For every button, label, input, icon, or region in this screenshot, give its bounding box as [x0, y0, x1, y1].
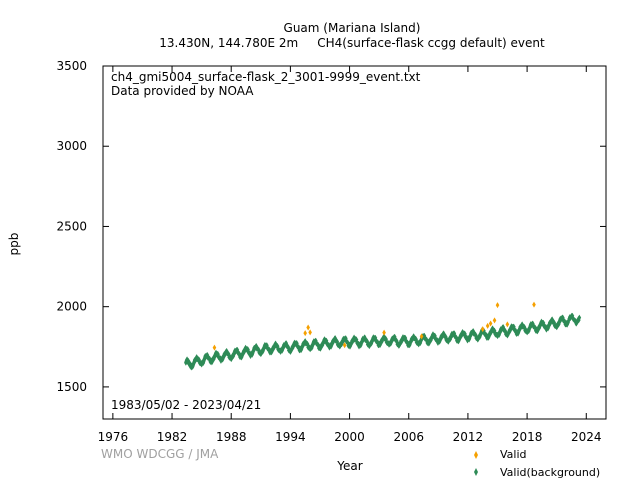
x-tick-label: 2012 [453, 430, 484, 444]
y-tick-label: 1500 [56, 380, 87, 394]
y-axis: 1500 2000 2500 3000 3500 [56, 59, 606, 394]
legend-background-label: Valid(background) [500, 466, 600, 479]
background-point [501, 324, 506, 331]
background-point [324, 337, 329, 344]
x-tick-label: 1982 [157, 430, 188, 444]
x-axis: 1976 1982 1988 1994 2000 2006 2012 2018 2024 [98, 66, 602, 444]
chart-subtitle: 13.430N, 144.780E 2m CH4(surface-flask c… [159, 36, 545, 50]
y-axis-label: ppb [7, 233, 21, 256]
y-tick-label: 2500 [56, 219, 87, 233]
valid-point [419, 333, 424, 340]
valid-point [492, 317, 497, 324]
valid-point [382, 329, 386, 336]
valid-point [532, 301, 536, 308]
background-point [514, 328, 518, 335]
file-name-note: ch4_gmi5004_surface-flask_2_3001-9999_ev… [111, 70, 421, 84]
background-point [314, 337, 318, 344]
valid-point [342, 342, 347, 349]
background-point [235, 346, 240, 353]
x-tick-label: 2000 [334, 430, 365, 444]
x-axis-label: Year [336, 459, 362, 473]
valid-point [212, 344, 217, 351]
background-point [452, 330, 457, 337]
background-point [443, 333, 448, 340]
x-tick-label: 1994 [275, 430, 306, 444]
valid-point [505, 321, 510, 328]
background-point [216, 351, 220, 358]
valid-point [480, 326, 485, 333]
background-point [256, 346, 261, 353]
background-point [344, 335, 348, 342]
legend: Valid Valid(background) [474, 448, 600, 479]
background-point [275, 343, 280, 350]
background-point [552, 319, 557, 326]
plot-frame [102, 65, 607, 420]
background-point [376, 339, 380, 346]
y-tick-label: 3000 [56, 139, 87, 153]
legend-valid-label: Valid [500, 448, 527, 461]
x-tick-label: 2024 [571, 430, 602, 444]
x-tick-label: 1976 [98, 430, 129, 444]
background-point [305, 341, 310, 348]
background-point [205, 352, 210, 359]
legend-valid-marker [474, 451, 478, 459]
valid-point [306, 324, 310, 331]
background-point [577, 314, 582, 321]
background-point [414, 336, 418, 343]
background-point [395, 338, 399, 345]
background-point [463, 331, 467, 338]
x-tick-label: 2018 [512, 430, 543, 444]
plot-marks [184, 301, 582, 371]
credit-text: WMO WDCGG / JMA [101, 447, 219, 461]
y-tick-label: 3500 [56, 59, 87, 73]
background-point [197, 356, 201, 363]
background-point [295, 340, 299, 347]
valid-point [303, 330, 307, 337]
legend-background-marker [474, 468, 478, 476]
date-range-note: 1983/05/02 - 2023/04/21 [111, 398, 261, 412]
valid-point [308, 329, 312, 336]
background-point [425, 337, 429, 344]
chart-title: Guam (Mariana Island) [284, 21, 421, 35]
x-tick-label: 2006 [393, 430, 424, 444]
background-point [573, 318, 578, 325]
provider-note: Data provided by NOAA [111, 84, 254, 98]
valid-point [495, 302, 500, 309]
background-point [531, 320, 535, 327]
background-point [433, 332, 437, 339]
background-point [187, 360, 192, 367]
background-point [471, 328, 476, 335]
x-tick-label: 1988 [216, 430, 247, 444]
valid-point [485, 322, 490, 329]
background-point [362, 334, 367, 341]
valid-point [488, 320, 493, 327]
y-tick-label: 2000 [56, 300, 87, 314]
